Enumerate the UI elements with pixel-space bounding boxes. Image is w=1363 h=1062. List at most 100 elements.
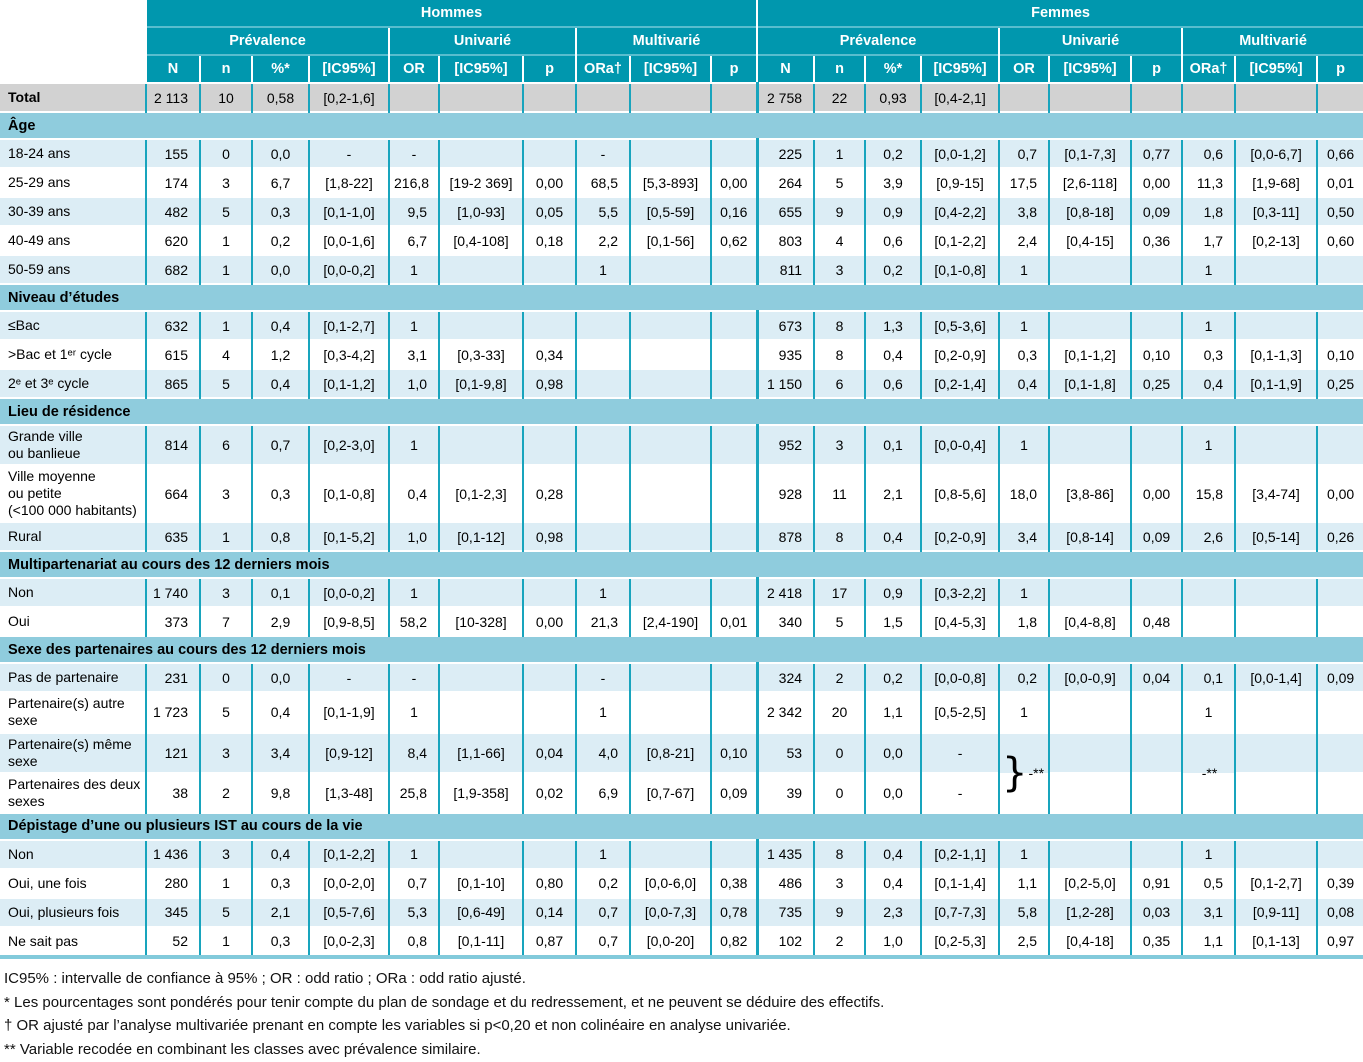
value-cell: 0,6 [864,368,922,398]
col-header: p [1130,54,1183,83]
value-cell: 0,2 [251,225,309,255]
footnotes: IC95% : intervalle de confiance à 95% ; … [0,967,1363,1062]
value-cell: 735 [755,896,815,927]
value-cell: [0,4-8,8] [1048,606,1132,637]
value-cell: [0,0-1,4] [1234,662,1318,693]
row-label-cell: Partenaire(s) autre sexe [0,691,146,733]
value-cell: [0,1-1,8] [1048,368,1132,398]
row-label-cell: Non [0,577,146,608]
value-cell [709,82,758,112]
value-cell [388,82,439,112]
value-cell [629,423,711,466]
value-cell: 482 [145,196,200,226]
value-cell: 0,4 [251,310,309,340]
value-cell: 0,4 [388,464,439,523]
value-cell: [0,1-11] [438,925,523,957]
value-cell: 0,58 [251,82,309,112]
col-header: [IC95%] [1234,54,1318,83]
value-cell [709,368,758,398]
value-cell: 3,4 [998,521,1050,552]
table-row: Partenaire(s) même sexe 121 3 3,4 [0,9-12] 8,… [0,731,1363,813]
value-cell: 8,4 [388,731,439,773]
value-cell [438,138,523,168]
value-cell: 0,25 [1130,368,1183,398]
value-cell [1048,254,1132,284]
table-row: Ne sait pas 52 1 0,3 [0,0-2,3] 0,8 [0,1-11] 0,8… [0,925,1363,957]
value-cell: 1,0 [388,521,439,552]
value-cell: [0,0-1,2] [920,138,1000,168]
value-cell: 10 [199,82,252,112]
value-cell: 1 [998,577,1050,608]
value-cell: 0,7 [575,925,630,957]
value-cell: 3 [199,577,252,608]
value-cell: [0,4-2,2] [920,196,1000,226]
value-cell [629,521,711,552]
value-cell: [0,5-14] [1234,521,1318,552]
col-header: [IC95%] [1048,54,1132,83]
value-cell: 1,7 [1181,225,1236,255]
value-cell [1316,838,1363,869]
value-cell: 2 342 [755,691,815,733]
value-cell: 664 [145,464,200,523]
value-cell: 814 [145,423,200,466]
value-cell: 52 [145,925,200,957]
value-cell: 280 [145,867,200,898]
value-cell: 0,09 [709,771,758,813]
value-cell: 2,4 [998,225,1050,255]
value-cell: 8 [813,521,866,552]
value-cell [629,838,711,869]
value-cell [629,368,711,398]
value-cell: 0,0 [251,662,309,693]
value-cell: 17,5 [998,167,1050,197]
value-cell: 0,09 [1130,196,1183,226]
value-cell: 3,4 [251,731,309,773]
value-cell: 6,7 [251,167,309,197]
value-cell [1234,254,1318,284]
brace-annotation: } -** [1002,753,1048,793]
value-cell: 928 [755,464,815,523]
row-label-cell: Oui, une fois [0,867,146,898]
value-cell: 0,60 [1316,225,1363,255]
subheader-univarie-femmes: Univarié [998,26,1183,55]
value-cell: [0,1-1,9] [308,691,389,733]
value-cell [629,82,711,112]
value-cell [1316,310,1363,340]
value-cell: 20 [813,691,866,733]
value-cell: - [308,138,389,168]
value-cell [709,691,758,733]
value-cell: 0,2 [998,662,1050,693]
value-cell: 1 [1181,310,1236,340]
value-cell: 2,1 [864,464,922,523]
value-cell: [0,1-10] [438,867,523,898]
value-cell: 1,0 [388,368,439,398]
value-cell [709,423,758,466]
value-cell [1048,838,1132,869]
value-cell: [0,5-3,6] [920,310,1000,340]
footnote-asterisk: * Les pourcentages sont pondérés pour te… [4,993,885,1011]
col-header: OR [998,54,1050,83]
value-cell: 803 [755,225,815,255]
value-cell [709,138,758,168]
value-cell: 0,10 [1130,339,1183,369]
value-cell: [0,1-9,8] [438,368,523,398]
value-cell: [0,9-15] [920,167,1000,197]
value-cell: 1 [388,838,439,869]
value-cell: 3 [813,867,866,898]
value-cell: 5 [199,691,252,733]
value-cell [438,838,523,869]
table-row: 2ᵉ et 3ᵉ cycle 865 5 0,4 [0,1-1,2] 1,0 [0,1-9,… [0,368,1363,398]
col-header: n [813,54,866,83]
value-cell: 3,9 [864,167,922,197]
value-cell: 1 [1181,254,1236,284]
value-cell: - [575,662,630,693]
value-cell [1234,577,1318,608]
value-cell: 7 [199,606,252,637]
value-cell: 0,1 [1181,662,1236,693]
value-cell: 878 [755,521,815,552]
value-cell: 0,2 [864,254,922,284]
value-cell [575,521,630,552]
value-cell [575,339,630,369]
value-cell: 0,48 [1130,606,1183,637]
value-cell: 865 [145,368,200,398]
value-cell: 5 [813,167,866,197]
